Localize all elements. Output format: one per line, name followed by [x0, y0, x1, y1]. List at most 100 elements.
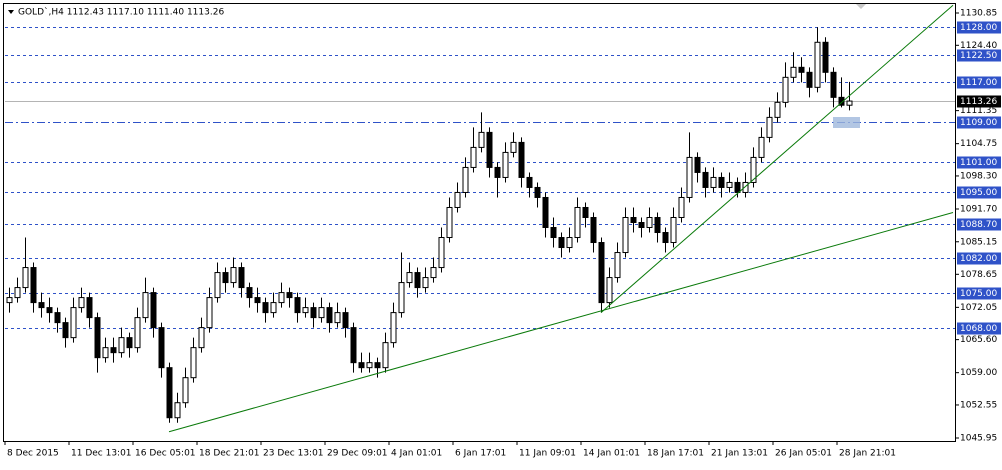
y-tick-label: 1052.55	[960, 400, 997, 410]
level-label: 1068.00	[960, 324, 997, 334]
candle-body	[142, 292, 149, 319]
y-tick-label: 1085.15	[960, 237, 997, 247]
candle-body	[566, 237, 573, 249]
level-label-box	[957, 322, 1001, 335]
candle-body	[462, 166, 469, 193]
candle-body	[390, 312, 397, 344]
candle-body	[798, 66, 805, 73]
candle-body	[166, 367, 173, 419]
y-tick-label: 1130.85	[960, 9, 997, 19]
candle-body	[310, 307, 317, 319]
x-tick-label: 23 Dec 13:01	[263, 449, 324, 459]
candle-body	[94, 317, 101, 359]
candle-body	[470, 146, 477, 168]
candle-body	[182, 377, 189, 404]
candle-body	[374, 362, 381, 369]
candle-body	[406, 272, 413, 284]
candle-body	[422, 277, 429, 289]
candle-body	[526, 176, 533, 188]
y-tick-label: 1059.00	[960, 368, 997, 378]
x-tick-label: 18 Jan 17:01	[647, 449, 704, 459]
x-tick-label: 11 Jan 09:01	[519, 449, 576, 459]
candle-body	[726, 181, 733, 188]
bid-label-box	[957, 95, 1001, 108]
candle-body	[846, 100, 853, 106]
candle-body	[494, 166, 501, 178]
level-label-box	[957, 49, 1001, 62]
candle-body	[430, 267, 437, 279]
candle-body	[702, 171, 709, 188]
x-tick-label: 14 Jan 01:01	[583, 449, 640, 459]
candle-body	[806, 71, 813, 88]
level-label: 1088.70	[960, 220, 997, 230]
candle-body	[478, 131, 485, 148]
level-label-box	[957, 186, 1001, 199]
candle-body	[22, 267, 29, 289]
candle-body	[830, 71, 837, 98]
bid-label: 1113.26	[960, 97, 997, 107]
candle-body	[558, 237, 565, 249]
candle-body	[118, 337, 125, 354]
candle-body	[606, 277, 613, 304]
candle-body	[766, 116, 773, 138]
level-label: 1128.00	[960, 23, 997, 33]
candle-body	[134, 317, 141, 349]
y-tick-label: 1072.05	[960, 303, 997, 313]
candle-body	[654, 216, 661, 234]
candle-body	[126, 337, 133, 349]
candle-body	[110, 347, 117, 354]
candle-body	[206, 297, 213, 329]
x-tick-label: 18 Dec 21:01	[199, 449, 260, 459]
x-tick-label: 29 Dec 09:01	[327, 449, 388, 459]
chart-title: GOLD`,H4 1112.43 1117.10 1111.40 1113.26	[18, 7, 224, 18]
candle-body	[790, 66, 797, 78]
candle-body	[78, 297, 85, 309]
level-label: 1082.00	[960, 254, 997, 264]
candle-body	[782, 76, 789, 103]
candle-body	[734, 181, 741, 193]
trendline	[168, 212, 954, 433]
candle-body	[158, 327, 165, 369]
level-label-box	[957, 218, 1001, 231]
candle-body	[574, 206, 581, 239]
candle-body	[646, 216, 653, 229]
y-tick-label: 1045.95	[960, 433, 997, 443]
candle-body	[446, 206, 453, 239]
candle-body	[46, 307, 53, 314]
candle-body	[590, 216, 597, 244]
level-label-box	[957, 287, 1001, 300]
candle-body	[630, 216, 637, 224]
candle-body	[222, 272, 229, 284]
x-tick-label: 4 Jan 01:01	[391, 449, 442, 459]
candle-body	[198, 327, 205, 349]
candle-body	[382, 342, 389, 369]
candle-body	[694, 156, 701, 173]
candle-body	[774, 101, 781, 118]
y-tick-label: 1124.40	[960, 41, 997, 51]
candle-body	[174, 402, 181, 419]
candle-body	[398, 282, 405, 314]
candle-body	[262, 302, 269, 314]
candle-body	[190, 347, 197, 379]
level-label-box	[957, 156, 1001, 169]
candle-body	[30, 267, 37, 304]
level-label: 1101.00	[960, 158, 997, 168]
y-tick-label: 1078.65	[960, 270, 997, 280]
x-tick-label: 6 Jan 17:01	[455, 449, 506, 459]
candle-body	[414, 272, 421, 289]
candle-body	[742, 181, 749, 193]
candle-body	[62, 322, 69, 339]
candle-body	[358, 362, 365, 369]
candle-body	[502, 151, 509, 178]
candle-body	[366, 362, 373, 369]
candle-body	[622, 216, 629, 254]
x-tick-label: 26 Jan 05:01	[775, 449, 832, 459]
symbol-menu-arrow[interactable]	[8, 10, 14, 14]
plot-frame	[3, 3, 956, 442]
candle-body	[598, 242, 605, 304]
candle-body	[670, 216, 677, 244]
candle-body	[510, 141, 517, 153]
candle-body	[718, 176, 725, 188]
candle-body	[678, 196, 685, 218]
